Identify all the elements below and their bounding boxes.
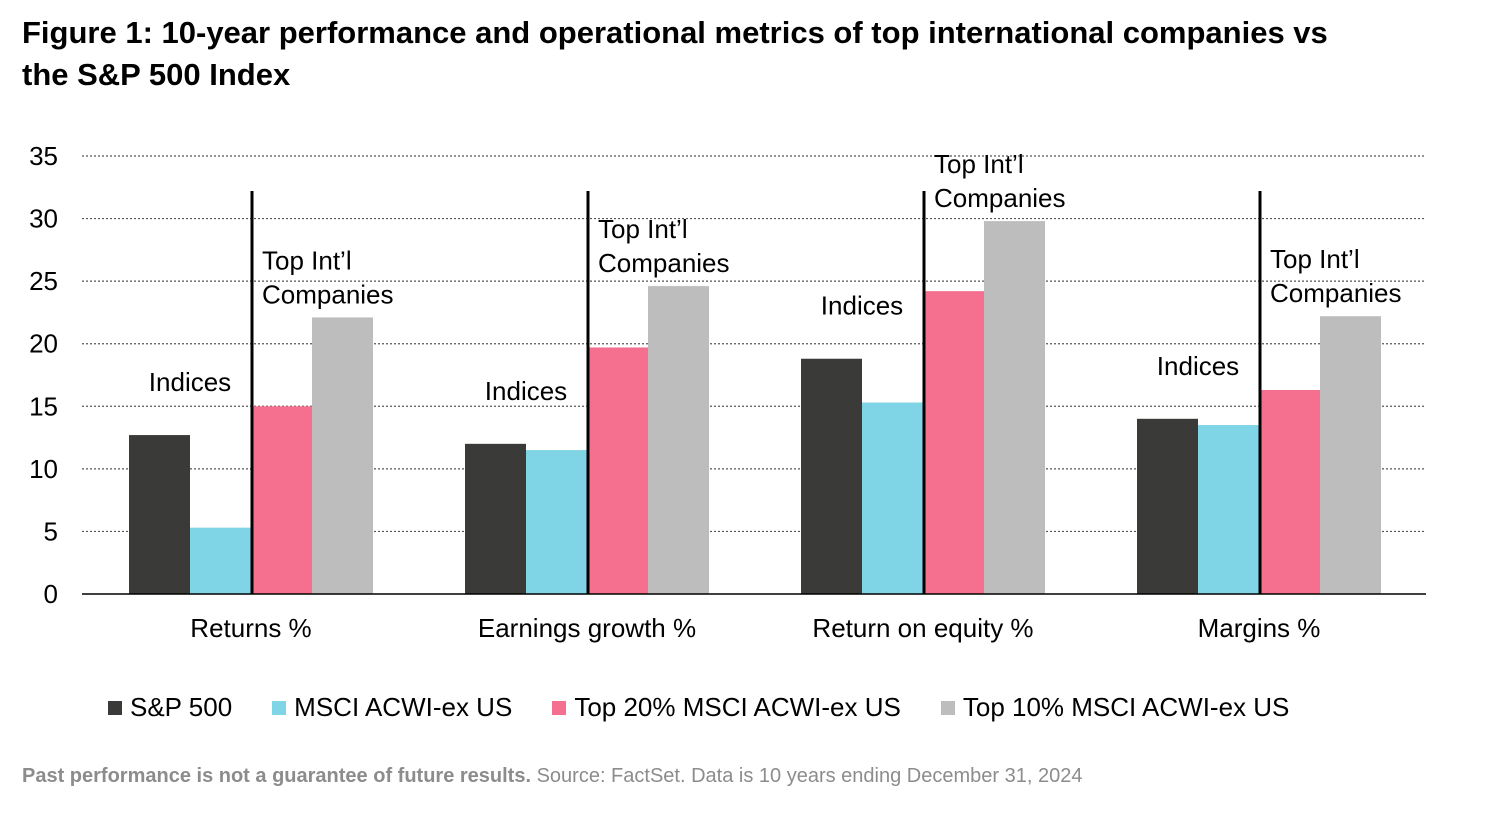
bar bbox=[129, 435, 190, 594]
annotations: Indices Top Int’l Companies Indices Top Int’… bbox=[149, 149, 1402, 406]
chart-title: Figure 1: 10-year performance and operat… bbox=[22, 15, 1328, 92]
y-tick-label: 10 bbox=[29, 454, 58, 484]
footer-note: Past performance is not a guarantee of f… bbox=[22, 765, 1082, 788]
bar bbox=[984, 221, 1045, 594]
bar bbox=[923, 291, 984, 594]
source-note: Source: FactSet. Data is 10 years ending… bbox=[536, 765, 1083, 787]
bar bbox=[587, 347, 648, 594]
y-tick-label: 5 bbox=[44, 516, 58, 546]
x-axis-labels: Returns % Earnings growth % Return on equi… bbox=[190, 613, 1320, 643]
bars bbox=[129, 221, 1381, 594]
bar bbox=[190, 527, 251, 594]
bar bbox=[1198, 425, 1259, 594]
y-tick-label: 0 bbox=[44, 579, 58, 609]
legend-item-top10: Top 10% MSCI ACWI-ex US bbox=[940, 692, 1290, 723]
bar bbox=[1320, 316, 1381, 594]
x-category-label: Earnings growth % bbox=[478, 613, 696, 643]
x-category-label: Margins % bbox=[1198, 613, 1321, 643]
indices-label: Indices bbox=[1157, 351, 1239, 381]
bar bbox=[465, 443, 526, 594]
bar bbox=[648, 286, 709, 594]
y-tick-label: 30 bbox=[29, 204, 58, 234]
y-tick-label: 20 bbox=[29, 329, 58, 359]
bar bbox=[312, 317, 373, 594]
y-tick-label: 35 bbox=[29, 141, 58, 171]
legend-label: S&P 500 bbox=[130, 692, 233, 722]
top-companies-label-line2: Companies bbox=[598, 248, 730, 278]
y-tick-label: 15 bbox=[29, 391, 58, 421]
top-companies-label-line2: Companies bbox=[262, 279, 394, 309]
top-companies-label-line1: Top Int’l bbox=[934, 149, 1024, 179]
bar-chart: 0 5 10 15 20 25 30 35 Indices Top Int’l Companies… bbox=[29, 141, 1426, 643]
legend-swatch bbox=[108, 700, 122, 715]
disclaimer: Past performance is not a guarantee of f… bbox=[22, 765, 532, 787]
top-companies-label-line1: Top Int’l bbox=[598, 214, 688, 244]
legend-swatch bbox=[272, 700, 287, 715]
bar bbox=[1137, 418, 1198, 594]
top-companies-label-line2: Companies bbox=[934, 183, 1066, 213]
top-companies-label-line2: Companies bbox=[1270, 278, 1402, 308]
indices-label: Indices bbox=[485, 376, 567, 406]
legend-item-top20: Top 20% MSCI ACWI-ex US bbox=[552, 692, 901, 723]
legend-item-msci-acwi: MSCI ACWI-ex US bbox=[272, 692, 512, 723]
bar bbox=[251, 406, 312, 594]
indices-label: Indices bbox=[149, 367, 231, 397]
x-category-label: Return on equity % bbox=[812, 613, 1033, 643]
legend: S&P 500 MSCI ACWI-ex US Top 20% MSCI ACW… bbox=[108, 692, 1329, 723]
bar bbox=[526, 450, 587, 594]
x-category-label: Returns % bbox=[190, 613, 311, 643]
legend-swatch bbox=[552, 700, 567, 715]
group-dividers bbox=[250, 191, 1262, 594]
bar bbox=[801, 358, 862, 594]
legend-swatch bbox=[940, 700, 955, 715]
legend-label: MSCI ACWI-ex US bbox=[294, 692, 513, 722]
top-companies-label-line1: Top Int’l bbox=[1270, 244, 1360, 274]
legend-label: Top 20% MSCI ACWI-ex US bbox=[574, 692, 901, 722]
legend-label: Top 10% MSCI ACWI-ex US bbox=[962, 692, 1290, 722]
y-tick-label: 25 bbox=[29, 266, 58, 296]
bar bbox=[1259, 390, 1320, 594]
indices-label: Indices bbox=[821, 291, 903, 321]
bar bbox=[862, 402, 923, 594]
top-companies-label-line1: Top Int’l bbox=[262, 245, 352, 275]
legend-item-sp500: S&P 500 bbox=[108, 692, 232, 723]
y-axis-ticks: 0 5 10 15 20 25 30 35 bbox=[29, 141, 58, 609]
